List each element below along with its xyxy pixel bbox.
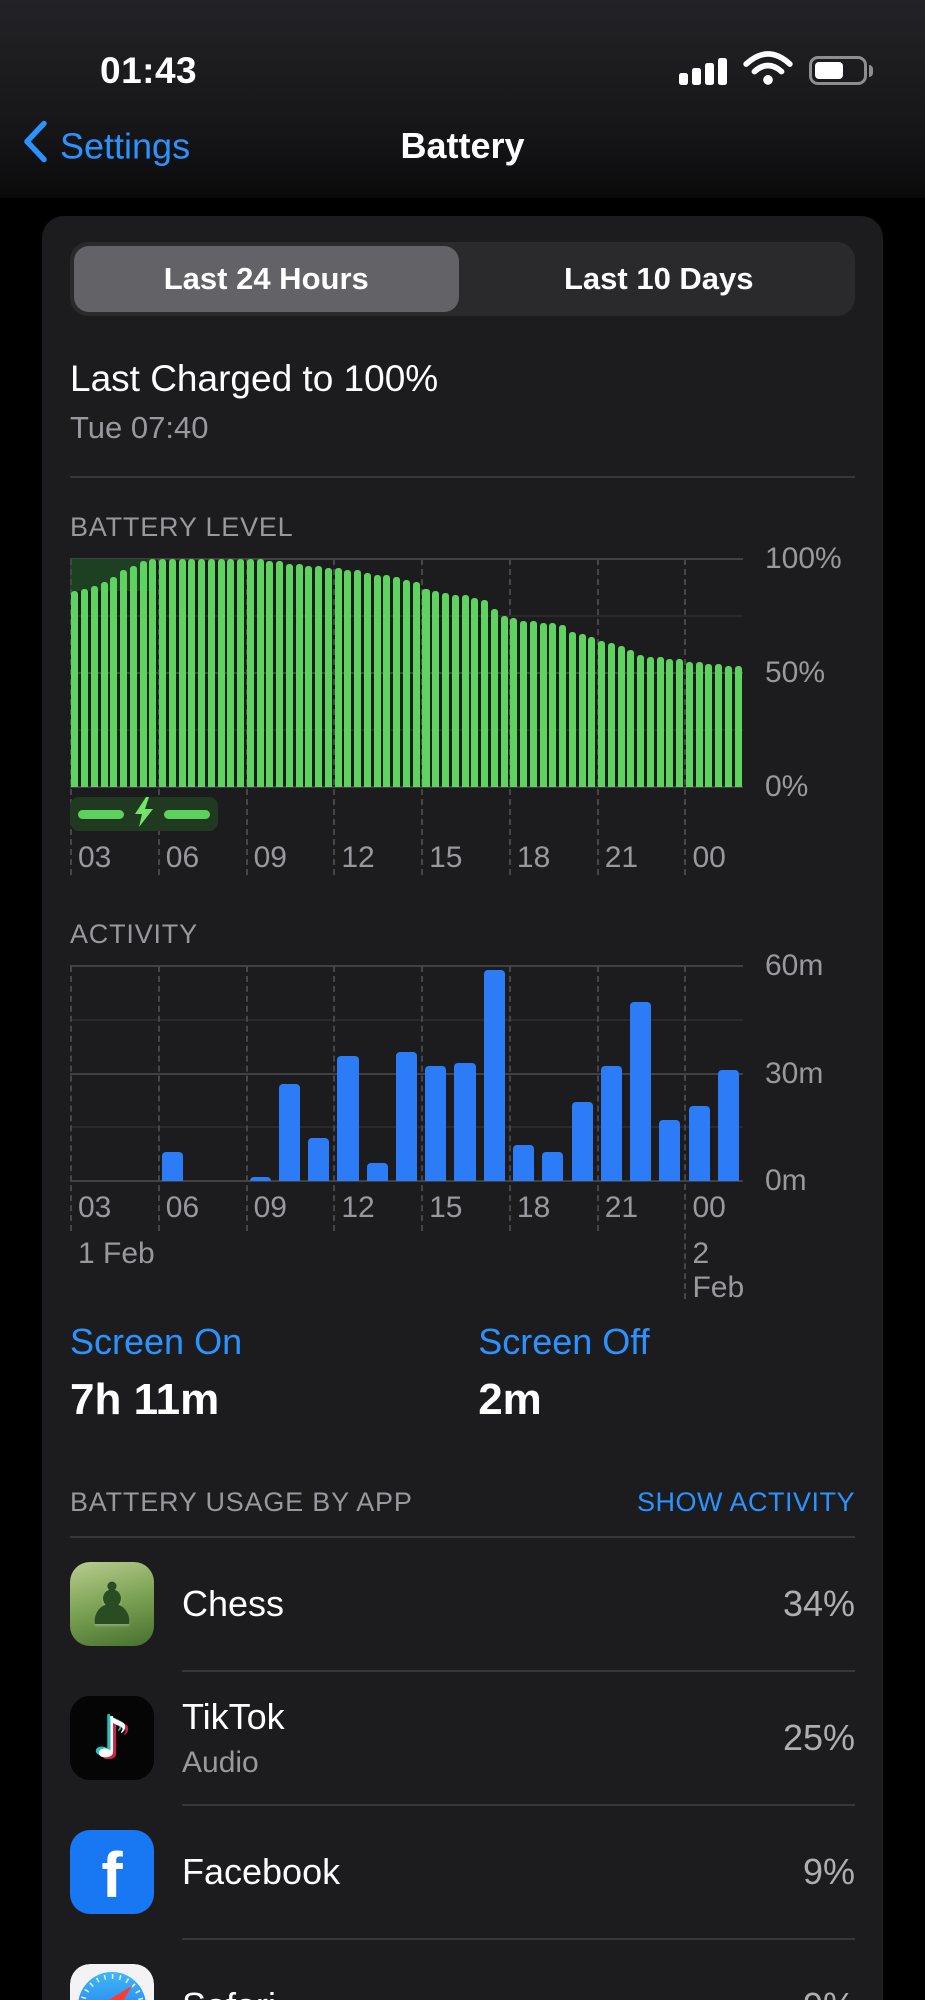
app-battery-percent: 25%	[782, 1717, 855, 1758]
back-button[interactable]: Settings	[22, 119, 190, 174]
show-activity-link[interactable]: SHOW ACTIVITY	[636, 1487, 855, 1517]
app-battery-percent: 9%	[802, 1851, 855, 1892]
chevron-left-icon	[22, 119, 48, 174]
segment-last-10-days[interactable]: Last 10 Days	[563, 261, 754, 296]
clock-time: 01:43	[100, 50, 198, 91]
top-header: 01:43 Settings Ba	[0, 0, 925, 198]
activity-x-axis-labels: 03 06 09 12 15 18 21 00	[78, 1191, 726, 1224]
app-row-tiktok[interactable]: ♪ TikTok Audio 25%	[70, 1672, 855, 1804]
status-bar: 01:43	[0, 0, 925, 100]
battery-x-axis-labels: 03 06 09 12 15 18 21 00	[78, 841, 726, 874]
activity-section-label: ACTIVITY	[70, 919, 198, 949]
date-labels-row: 1 Feb 2 Feb	[78, 1237, 745, 1304]
facebook-app-icon: f	[70, 1830, 154, 1914]
last-charged-time: Tue 07:40	[70, 410, 209, 445]
screen-off-value: 2m	[478, 1375, 542, 1424]
row-separator	[182, 1670, 855, 1672]
app-row-chess[interactable]: ♟ Chess 34%	[70, 1538, 855, 1670]
screen-on-label: Screen On	[70, 1321, 243, 1362]
charging-indicator	[70, 796, 219, 832]
activity-y-axis-labels: 60m 30m 0m	[765, 949, 824, 1197]
app-name: Safari	[182, 1985, 276, 2000]
usage-section-header: BATTERY USAGE BY APP SHOW ACTIVITY	[70, 1487, 855, 1518]
screen-on-value: 7h 11m	[70, 1375, 220, 1424]
page-title: Battery	[400, 125, 525, 166]
battery-status-icon	[809, 56, 873, 85]
chess-app-icon: ♟	[70, 1562, 154, 1646]
navigation-bar: Settings Battery	[0, 100, 925, 192]
app-usage-subtitle: Audio	[182, 1746, 259, 1779]
segment-last-24-hours[interactable]: Last 24 Hours	[163, 261, 369, 296]
screen-time-stats: Screen On 7h 11m Screen Off 2m	[70, 1321, 855, 1425]
app-row-facebook[interactable]: f Facebook 9%	[70, 1806, 855, 1938]
lightning-bolt-icon	[132, 796, 156, 832]
battery-card: Last 24 Hours Last 10 Days Last Charged …	[42, 216, 883, 2000]
battery-level-plot[interactable]	[70, 558, 743, 875]
divider	[70, 476, 855, 478]
activity-plot[interactable]	[70, 965, 743, 1299]
app-battery-percent: 34%	[782, 1583, 855, 1624]
battery-usage-by-app-label: BATTERY USAGE BY APP	[70, 1487, 413, 1517]
row-separator	[182, 1938, 855, 1940]
back-button-label: Settings	[60, 125, 191, 166]
last-charged-title: Last Charged to 100%	[70, 358, 439, 399]
app-name: TikTok	[182, 1696, 285, 1737]
divider	[70, 1536, 855, 1538]
status-icons	[679, 49, 873, 92]
cellular-signal-icon	[679, 57, 727, 85]
battery-level-chart[interactable]: 100% 50% 0% 03 06 09 12 15 18 21 00	[70, 542, 855, 879]
screen-off-label: Screen Off	[478, 1321, 650, 1362]
time-range-segmented-control: Last 24 Hours Last 10 Days	[70, 242, 855, 316]
battery-y-axis-labels: 100% 50% 0%	[765, 542, 842, 803]
wifi-icon	[743, 49, 793, 92]
app-name: Chess	[182, 1583, 285, 1624]
app-name: Facebook	[182, 1851, 341, 1892]
battery-level-section-label: BATTERY LEVEL	[70, 512, 294, 542]
safari-app-icon	[70, 1964, 154, 2000]
tiktok-app-icon: ♪	[70, 1696, 154, 1780]
app-battery-percent: 9%	[803, 1985, 855, 2000]
row-separator	[182, 1804, 855, 1806]
activity-chart[interactable]: 60m 30m 0m 03 06 09 12 15 18 21 00 1 Feb 2 Feb	[70, 949, 855, 1304]
app-row-safari[interactable]: Safari 9%	[70, 1940, 855, 2000]
segment-selection-thumb	[74, 246, 459, 312]
